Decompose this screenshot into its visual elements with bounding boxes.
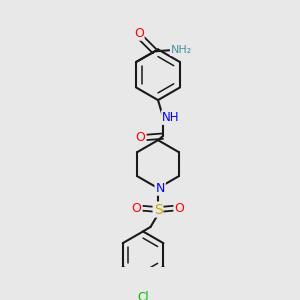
- Text: NH₂: NH₂: [171, 45, 192, 55]
- Text: S: S: [154, 202, 162, 217]
- Text: O: O: [174, 202, 184, 215]
- Text: NH: NH: [162, 111, 180, 124]
- Text: N: N: [155, 182, 165, 195]
- Text: O: O: [134, 27, 144, 40]
- Text: O: O: [136, 131, 146, 144]
- Text: Cl: Cl: [137, 291, 149, 300]
- Text: O: O: [132, 202, 142, 215]
